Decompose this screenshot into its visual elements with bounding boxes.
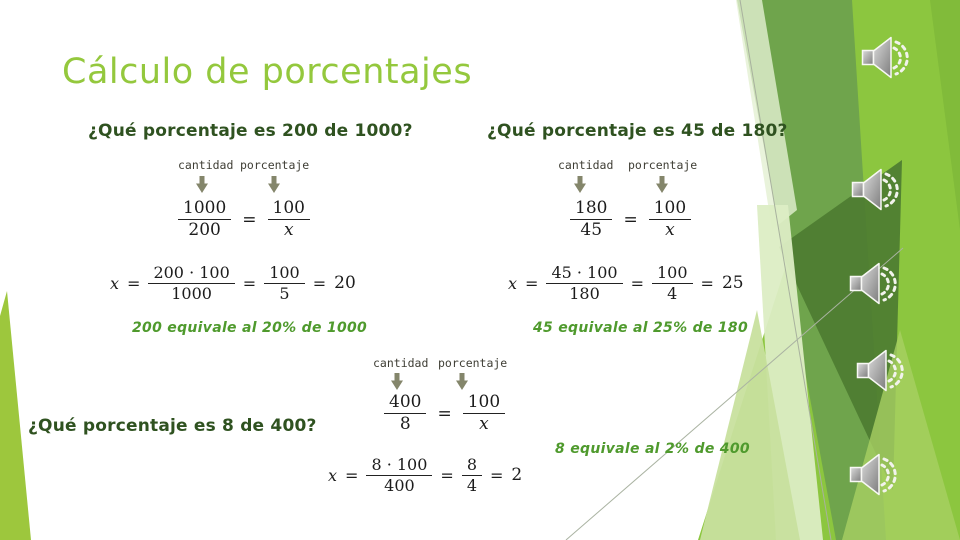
solution-3: x = 8 · 100 400 = 8 4 = 2	[328, 455, 523, 495]
fraction: 1000 200	[178, 198, 232, 240]
fraction: 45 · 100 180	[546, 264, 623, 303]
question-2: ¿Qué porcentaje es 45 de 180?	[487, 121, 788, 141]
label-cantidad-3: cantidad	[373, 356, 429, 370]
slide-title: Cálculo de porcentajes	[62, 52, 473, 92]
label-porcentaje-3: porcentaje	[438, 356, 508, 370]
down-arrow-icon	[456, 373, 468, 390]
down-arrow-icon	[391, 373, 403, 390]
fraction: 200 · 100 1000	[148, 264, 235, 303]
solution-1: x = 200 · 100 1000 = 100 5 = 20	[110, 263, 356, 303]
proportion-3: 400 8 = 100 x	[384, 392, 506, 434]
conclusion-2: 45 equivale al 25% de 180	[533, 320, 748, 336]
label-porcentaje-2: porcentaje	[628, 158, 698, 172]
down-arrow-icon	[196, 176, 208, 193]
solution-2: x = 45 · 100 180 = 100 4 = 25	[508, 263, 744, 303]
label-cantidad-1: cantidad	[178, 158, 234, 172]
proportion-2: 180 45 = 100 x	[570, 198, 692, 240]
label-porcentaje-1: porcentaje	[240, 158, 310, 172]
down-arrow-icon	[656, 176, 668, 193]
question-1: ¿Qué porcentaje es 200 de 1000?	[88, 121, 413, 141]
label-cantidad-2: cantidad	[558, 158, 614, 172]
down-arrow-icon	[268, 176, 280, 193]
fraction: 100 4	[652, 264, 693, 303]
conclusion-1: 200 equivale al 20% de 1000	[132, 320, 368, 336]
fraction: 8 · 100 400	[366, 456, 433, 495]
conclusion-3: 8 equivale al 2% de 400	[555, 441, 750, 457]
fraction: 8 4	[461, 456, 483, 495]
fraction: 100 x	[648, 198, 692, 240]
fraction: 100 x	[462, 392, 506, 434]
fraction: 100 5	[264, 264, 305, 303]
fraction: 180 45	[570, 198, 613, 240]
proportion-1: 1000 200 = 100 x	[178, 198, 310, 240]
fraction: 400 8	[384, 392, 427, 434]
question-3: ¿Qué porcentaje es 8 de 400?	[28, 416, 317, 436]
fraction: 100 x	[267, 198, 310, 240]
facet-triangles	[565, 0, 960, 540]
down-arrow-icon	[574, 176, 586, 193]
left-wedge	[0, 291, 31, 540]
